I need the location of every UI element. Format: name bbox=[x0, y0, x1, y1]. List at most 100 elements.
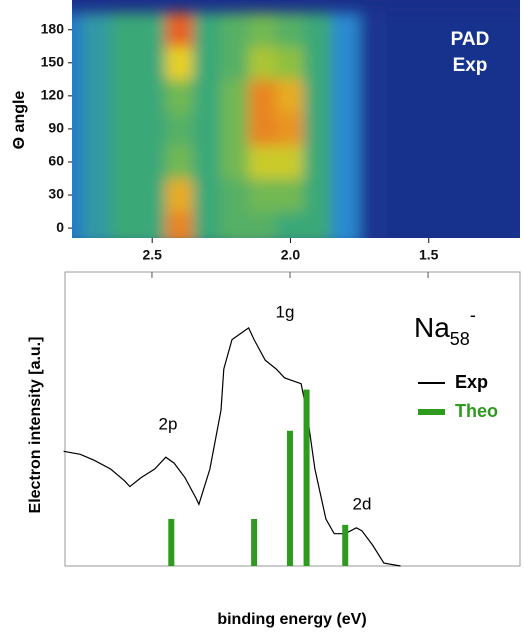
heatmap-cell bbox=[331, 12, 361, 47]
heatmap-cell bbox=[276, 78, 305, 113]
heatmap-cell bbox=[193, 12, 222, 47]
heatmap-cell bbox=[82, 144, 112, 179]
heatmap-cell bbox=[414, 45, 444, 80]
heatmap-cell bbox=[220, 78, 250, 113]
heatmap-cell bbox=[276, 144, 305, 179]
heatmap-cell bbox=[72, 111, 84, 146]
heatmap-cell bbox=[72, 78, 84, 113]
heatmap-cell bbox=[137, 178, 167, 213]
y-axis-title: Electron intensity [a.u.] bbox=[27, 337, 44, 514]
heatmap-cell bbox=[110, 12, 139, 47]
heatmap-cell bbox=[386, 45, 416, 80]
heatmap-cell bbox=[193, 78, 222, 113]
heatmap-cell bbox=[248, 111, 278, 146]
heatmap-cell bbox=[248, 78, 278, 113]
heatmap-cell bbox=[276, 45, 305, 80]
heatmap-cell bbox=[359, 12, 388, 47]
heatmap-cell bbox=[82, 178, 112, 213]
heatmap-cell bbox=[82, 45, 112, 80]
y-tick-label: 0 bbox=[56, 219, 64, 235]
heatmap-cell bbox=[82, 211, 112, 238]
heatmap-cell bbox=[72, 45, 84, 80]
heatmap-cell bbox=[386, 12, 416, 47]
heatmap-cell bbox=[165, 45, 195, 80]
heatmap-cell bbox=[165, 178, 195, 213]
bar bbox=[342, 524, 349, 566]
heatmap-cell bbox=[248, 45, 278, 80]
heatmap-cell bbox=[414, 178, 444, 213]
annotation: 2p bbox=[159, 414, 178, 433]
heatmap-cell bbox=[193, 211, 222, 238]
heatmap-cell bbox=[82, 12, 112, 47]
heatmap-cell bbox=[359, 78, 388, 113]
bar bbox=[251, 518, 258, 566]
heatmap-cell bbox=[110, 45, 139, 80]
heatmap-cell bbox=[469, 45, 499, 80]
heatmap-cell bbox=[469, 78, 499, 113]
heatmap-cell bbox=[165, 144, 195, 179]
heatmap-cell bbox=[220, 178, 250, 213]
heatmap-cell bbox=[220, 45, 250, 80]
heatmap-cells bbox=[72, 12, 520, 238]
heatmap-cell bbox=[386, 111, 416, 146]
x-axis-title: binding energy (eV) bbox=[217, 611, 366, 628]
heatmap-cell bbox=[469, 144, 499, 179]
heatmap-cell bbox=[165, 211, 195, 238]
heatmap-cell bbox=[110, 178, 139, 213]
heatmap-cell bbox=[442, 211, 471, 238]
heatmap-cell bbox=[442, 178, 471, 213]
y-tick-label: 150 bbox=[41, 54, 65, 70]
heatmap-cell bbox=[248, 178, 278, 213]
heatmap-cell bbox=[137, 144, 167, 179]
heatmap-cell bbox=[110, 111, 139, 146]
y-tick-label: 120 bbox=[41, 87, 65, 103]
annotation: Exp bbox=[453, 55, 488, 76]
heatmap-cell bbox=[359, 111, 388, 146]
heatmap-cell bbox=[497, 211, 520, 238]
heatmap-cell bbox=[303, 211, 333, 238]
heatmap-cell bbox=[497, 45, 520, 80]
heatmap-cell bbox=[165, 111, 195, 146]
heatmap-cell bbox=[359, 144, 388, 179]
heatmap-cell bbox=[248, 144, 278, 179]
heatmap-cell bbox=[497, 111, 520, 146]
heatmap-cell bbox=[220, 211, 250, 238]
heatmap-cell bbox=[137, 211, 167, 238]
heatmap-cell bbox=[414, 144, 444, 179]
legend-title: Na58- bbox=[414, 305, 476, 349]
y-tick-label: 180 bbox=[41, 20, 65, 36]
heatmap-area bbox=[72, 0, 520, 238]
heatmap-cell bbox=[386, 144, 416, 179]
bar bbox=[287, 430, 294, 566]
heatmap-cell bbox=[248, 211, 278, 238]
heatmap-cell bbox=[248, 12, 278, 47]
heatmap-cell bbox=[137, 111, 167, 146]
y-tick-label: 30 bbox=[48, 186, 64, 202]
legend-label: Theo bbox=[455, 401, 498, 421]
x-tick-label: 2.5 bbox=[142, 247, 162, 263]
heatmap-cell bbox=[331, 45, 361, 80]
y-tick-label: 60 bbox=[48, 153, 64, 169]
heatmap-cell bbox=[359, 45, 388, 80]
heatmap-cell bbox=[359, 211, 388, 238]
heatmap-cell bbox=[442, 45, 471, 80]
heatmap-cell bbox=[497, 178, 520, 213]
heatmap-cell bbox=[165, 78, 195, 113]
heatmap-cell bbox=[303, 45, 333, 80]
heatmap-cell bbox=[193, 45, 222, 80]
heatmap-cell bbox=[110, 78, 139, 113]
heatmap-cell bbox=[110, 211, 139, 238]
heatmap-cell bbox=[137, 45, 167, 80]
y-tick-label: 90 bbox=[48, 120, 64, 136]
annotation: 1g bbox=[276, 302, 295, 321]
heatmap-cell bbox=[497, 78, 520, 113]
heatmap-cell bbox=[414, 111, 444, 146]
heatmap-cell bbox=[303, 12, 333, 47]
heatmap-cell bbox=[414, 211, 444, 238]
heatmap-cell bbox=[82, 78, 112, 113]
heatmap-cell bbox=[331, 144, 361, 179]
heatmap-cell bbox=[72, 12, 84, 47]
heatmap-cell bbox=[442, 111, 471, 146]
heatmap-cell bbox=[469, 211, 499, 238]
